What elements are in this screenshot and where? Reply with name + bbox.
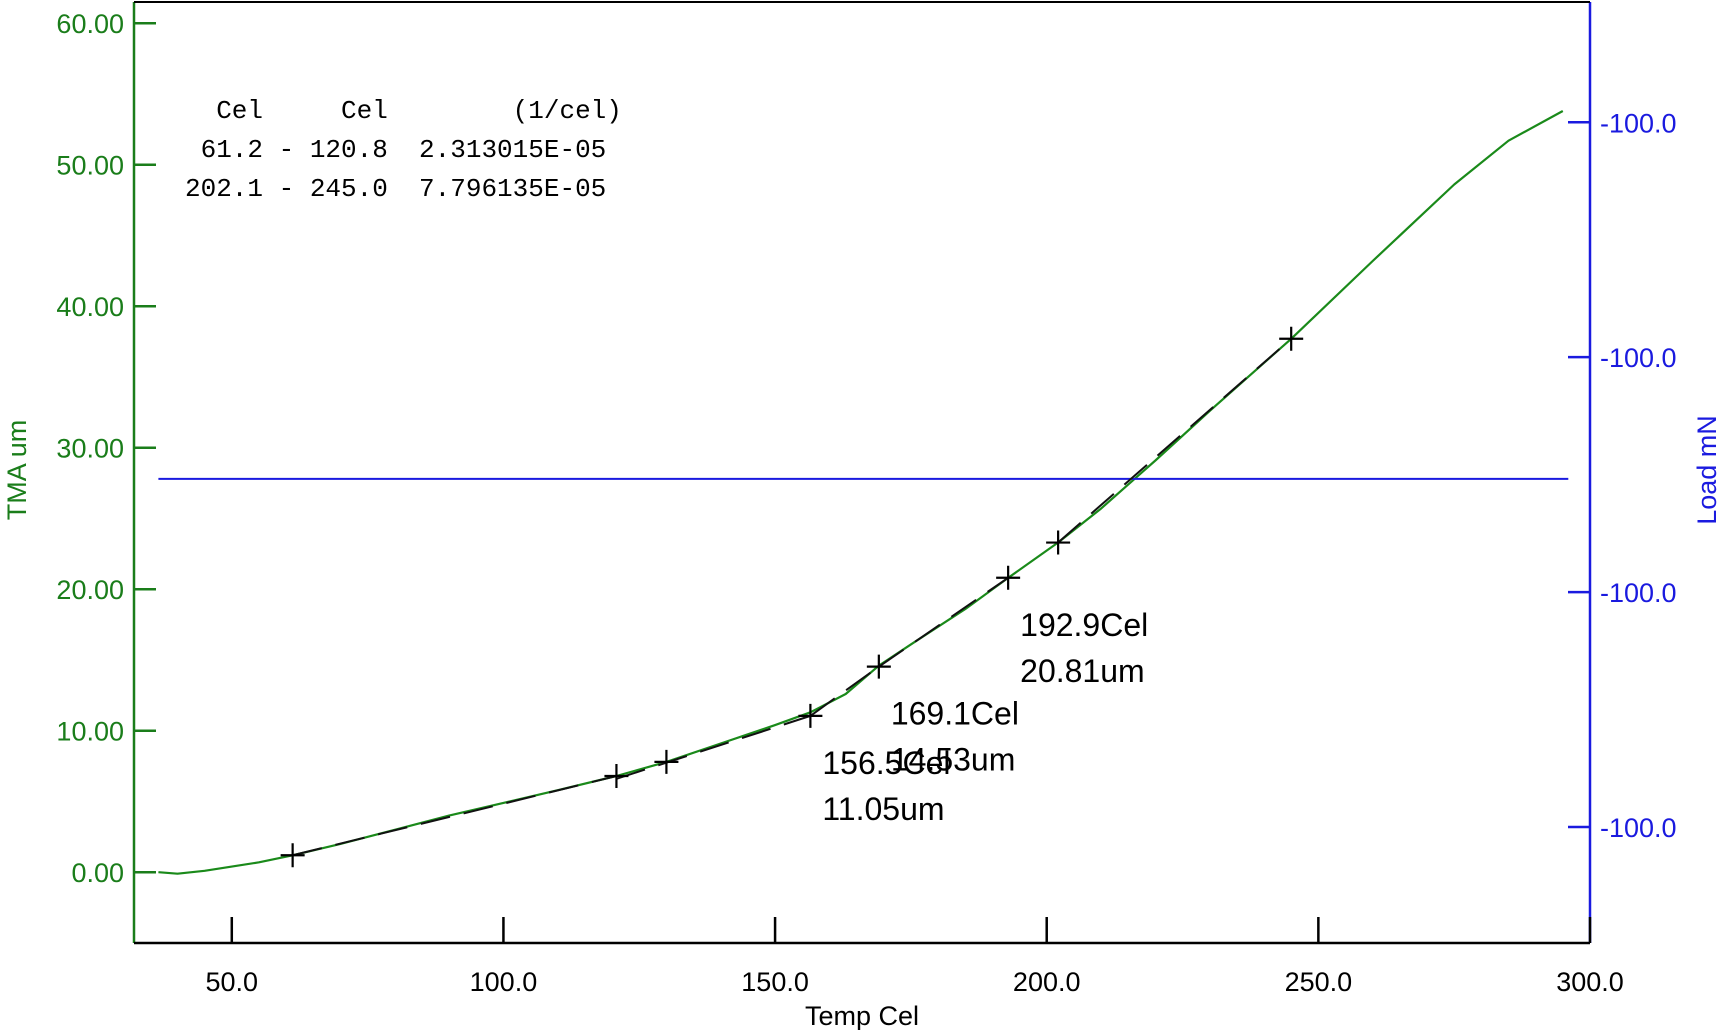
fit-line: [292, 775, 617, 857]
plus-marker: [1279, 326, 1304, 351]
annotation-group: 156.5Cel 11.05um 169.1Cel 14.53um 192.9Cel 20…: [822, 607, 1148, 827]
fit-line: [1057, 338, 1292, 544]
plus-marker: [1046, 530, 1071, 555]
plus-marker: [280, 843, 305, 868]
tma-curve: [158, 110, 1564, 875]
x-tick-label: 50.0: [206, 967, 259, 997]
x-tick-label: 250.0: [1285, 967, 1353, 997]
plus-marker: [996, 565, 1021, 590]
y-left-tick-label: 0.00: [71, 858, 124, 888]
cte-table-row: 61.2 - 120.8 2.313015E-05: [185, 135, 606, 165]
plus-marker: [798, 703, 823, 728]
y-right-tick-group: -100.0 -100.0 -100.0 -100.0: [1568, 108, 1677, 843]
y-left-tick-label: 20.00: [56, 575, 124, 605]
cte-table-row: 202.1 - 245.0 7.796135E-05: [185, 174, 606, 204]
fit-line: [878, 576, 1009, 668]
y-left-tick-label: 30.00: [56, 434, 124, 464]
y-right-tick-label: -100.0: [1600, 578, 1677, 608]
annotation-label: 169.1Cel: [891, 696, 1019, 732]
cte-table: Cel Cel (1/cel) 61.2 - 120.8 2.313015E-0…: [185, 96, 622, 204]
annotation-label: 192.9Cel: [1020, 607, 1148, 643]
y-left-tick-label: 50.00: [56, 151, 124, 181]
fit-line: [616, 714, 811, 780]
annotation-label: 20.81um: [1020, 653, 1145, 689]
x-tick-group: 50.0 100.0 150.0 200.0 250.0 300.0: [206, 917, 1624, 997]
y-right-tick-label: -100.0: [1600, 813, 1677, 843]
cte-table-header: Cel Cel (1/cel): [185, 96, 622, 126]
series-group: [158, 110, 1569, 875]
x-tick-label: 150.0: [741, 967, 809, 997]
annotation-label: 14.53um: [891, 742, 1016, 778]
y-left-axis-label: TMA um: [2, 420, 32, 521]
fit-line-group: [292, 338, 1292, 857]
annotation-label: 11.05um: [822, 791, 944, 827]
plus-marker: [654, 749, 679, 774]
x-tick-label: 100.0: [470, 967, 538, 997]
plus-marker: [604, 764, 629, 789]
x-tick-label: 300.0: [1556, 967, 1624, 997]
y-left-tick-label: 60.00: [56, 9, 124, 39]
y-left-tick-label: 10.00: [56, 717, 124, 747]
x-axis-label: Temp Cel: [805, 1001, 919, 1030]
y-left-tick-group: 0.00 10.00 20.00 30.00 40.00 50.00 60.00: [56, 9, 156, 888]
marker-group: [280, 326, 1304, 868]
plus-marker: [866, 654, 891, 679]
fit-line: [809, 665, 880, 717]
y-right-axis-label: Load mN: [1692, 415, 1722, 525]
x-tick-label: 200.0: [1013, 967, 1081, 997]
y-right-tick-label: -100.0: [1600, 108, 1677, 138]
y-right-tick-label: -100.0: [1600, 343, 1677, 373]
annotation-label: 156.5Cel: [822, 745, 950, 781]
y-left-tick-label: 40.00: [56, 292, 124, 322]
